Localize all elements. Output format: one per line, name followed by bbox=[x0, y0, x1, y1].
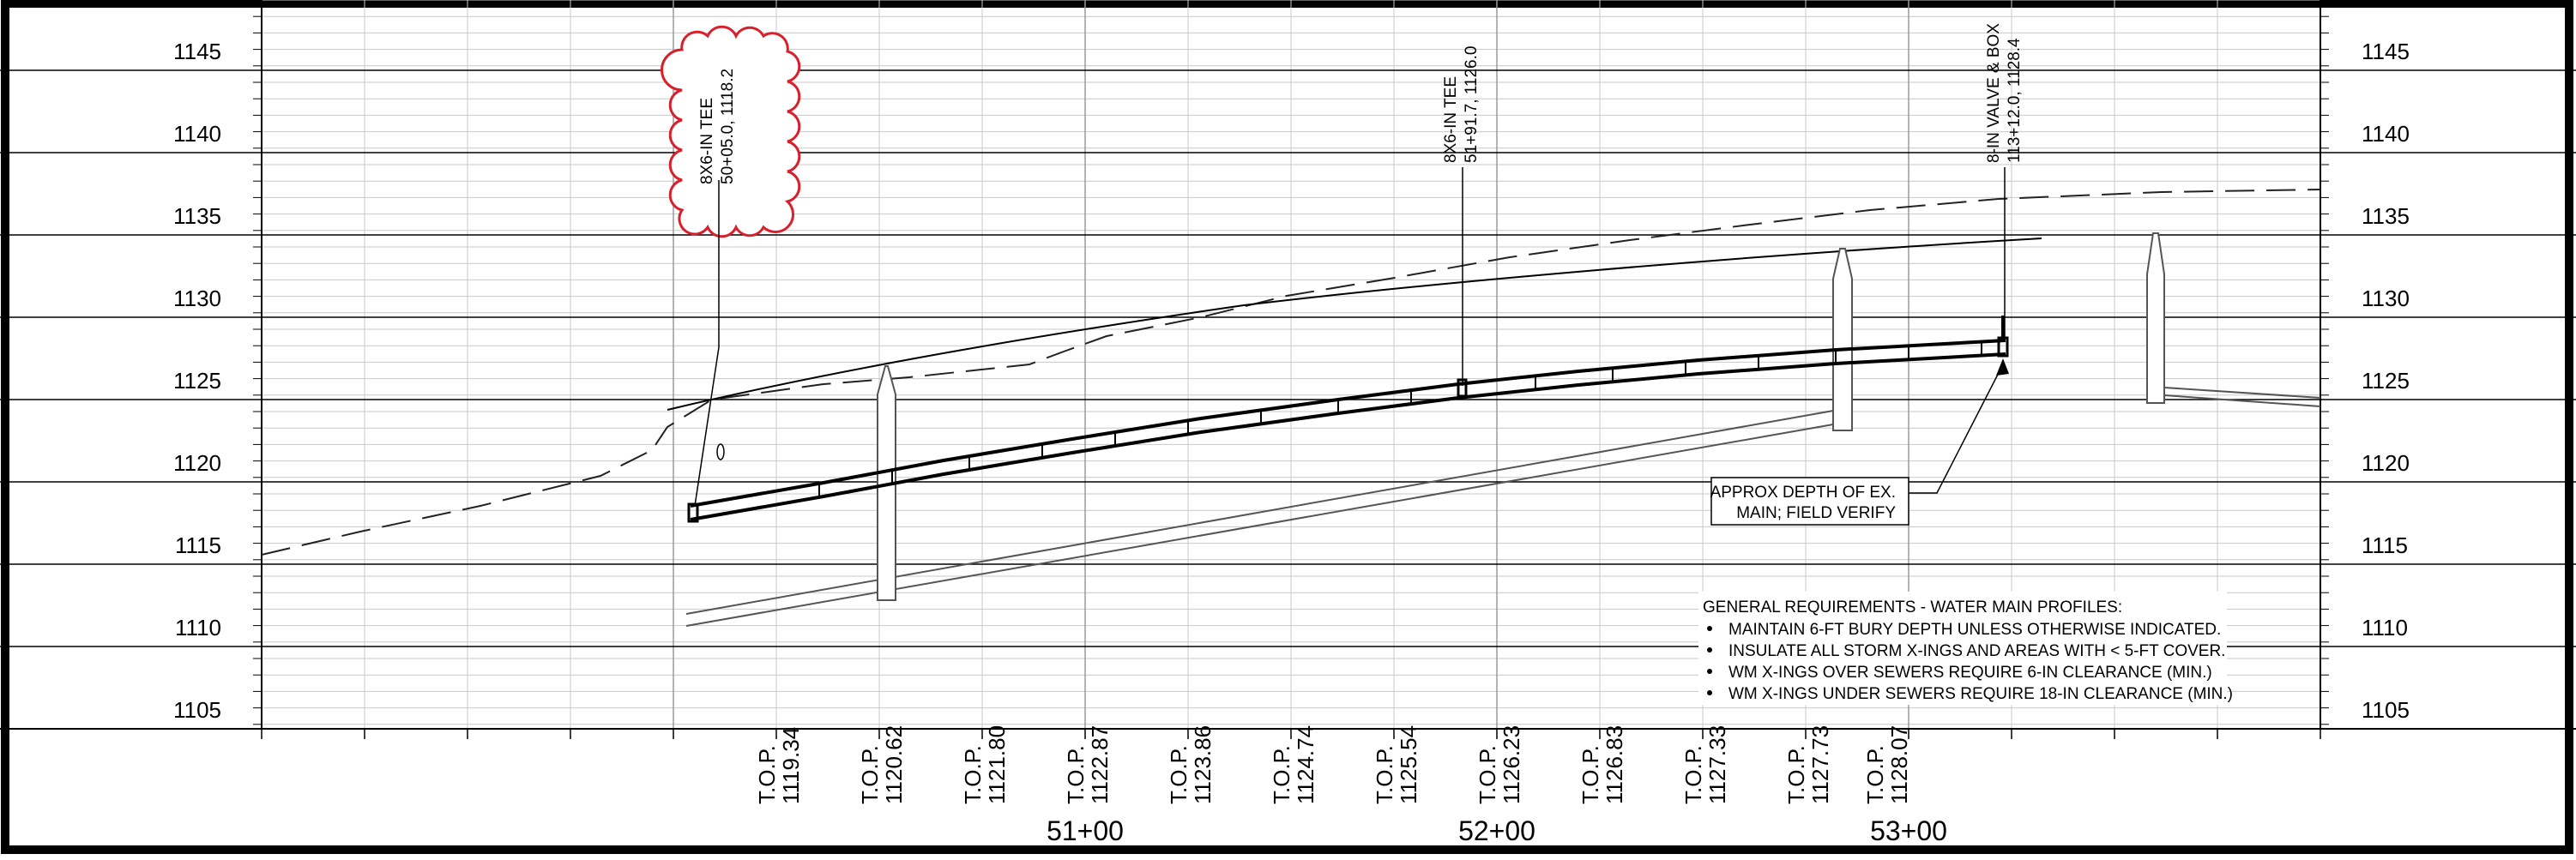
manhole-structure bbox=[2147, 233, 2164, 403]
top-label: T.O.P. bbox=[1269, 745, 1294, 804]
general-requirements-item: INSULATE ALL STORM X-INGS AND AREAS WITH… bbox=[1728, 642, 2225, 660]
elevation-label: 1105 bbox=[173, 697, 221, 723]
elevation-label: 1135 bbox=[173, 203, 221, 229]
elevation-label: 1145 bbox=[173, 39, 221, 64]
manhole-structure bbox=[1833, 249, 1852, 430]
depth-note-line1: APPROX DEPTH OF EX. bbox=[1710, 484, 1896, 502]
elevation-axis-right: 1145 1140 1135 1130 1125 1120 1115 1110 … bbox=[2362, 39, 2410, 723]
callout-valve-line1: 8-IN VALVE & BOX bbox=[1985, 23, 2003, 163]
station-label: 51+00 bbox=[1047, 815, 1124, 846]
general-requirements-title: GENERAL REQUIREMENTS - WATER MAIN PROFIL… bbox=[1703, 598, 2122, 616]
elevation-label: 1115 bbox=[175, 532, 221, 558]
top-value: 1126.23 bbox=[1499, 725, 1524, 804]
top-value: 1120.62 bbox=[881, 725, 907, 804]
top-label: T.O.P. bbox=[857, 745, 883, 804]
general-requirements-item: WM X-INGS OVER SEWERS REQUIRE 6-IN CLEAR… bbox=[1728, 664, 2212, 682]
top-value: 1128.07 bbox=[1886, 725, 1912, 804]
elevation-label: 1105 bbox=[2362, 697, 2410, 723]
bullet-icon bbox=[1707, 690, 1712, 695]
top-value: 1127.33 bbox=[1704, 725, 1730, 804]
station-label: 53+00 bbox=[1870, 815, 1947, 846]
elevation-label: 1115 bbox=[2362, 532, 2408, 558]
top-label: T.O.P. bbox=[1862, 745, 1888, 804]
top-label: T.O.P. bbox=[754, 745, 780, 804]
top-label: T.O.P. bbox=[1680, 745, 1706, 804]
depth-note-line2: MAIN; FIELD VERIFY bbox=[1736, 504, 1896, 522]
elevation-label: 1125 bbox=[173, 368, 221, 394]
callout-tee2-line2: 51+91.7, 1126.0 bbox=[1463, 46, 1481, 163]
top-label: T.O.P. bbox=[1063, 745, 1089, 804]
elevation-label: 1140 bbox=[173, 121, 221, 147]
top-value: 1125.54 bbox=[1396, 725, 1421, 804]
elevation-label: 1130 bbox=[2362, 286, 2410, 311]
general-requirements: GENERAL REQUIREMENTS - WATER MAIN PROFIL… bbox=[1698, 592, 2233, 705]
top-value: 1124.74 bbox=[1293, 725, 1318, 804]
top-label: T.O.P. bbox=[960, 745, 986, 804]
top-label: T.O.P. bbox=[1475, 745, 1500, 804]
elevation-label: 1120 bbox=[2362, 450, 2410, 476]
callout-tee1-line1: 8X6-IN TEE bbox=[698, 98, 716, 184]
general-requirements-item: WM X-INGS UNDER SEWERS REQUIRE 18-IN CLE… bbox=[1728, 685, 2233, 703]
station-label: 52+00 bbox=[1458, 815, 1535, 846]
bullet-icon bbox=[1707, 626, 1712, 631]
top-value: 1122.87 bbox=[1087, 725, 1113, 804]
bullet-icon bbox=[1707, 647, 1712, 653]
top-value: 1119.34 bbox=[778, 727, 804, 804]
elevation-axis-left: 1145 1140 1135 1130 1125 1120 1115 1110 … bbox=[173, 39, 221, 723]
top-value: 1123.86 bbox=[1190, 725, 1216, 804]
bullet-icon bbox=[1707, 669, 1712, 674]
top-value: 1127.73 bbox=[1807, 725, 1833, 804]
elevation-label: 1120 bbox=[173, 450, 221, 476]
elevation-label: 1135 bbox=[2362, 203, 2410, 229]
top-value: 1121.80 bbox=[984, 725, 1010, 804]
top-label: T.O.P. bbox=[1166, 745, 1191, 804]
callout-valve-line2: 113+12.0, 1128.4 bbox=[2006, 38, 2024, 163]
elevation-label: 1140 bbox=[2362, 121, 2410, 147]
elevation-label: 1145 bbox=[2362, 39, 2410, 64]
top-value: 1126.83 bbox=[1602, 725, 1627, 804]
elevation-label: 1110 bbox=[175, 615, 221, 640]
callout-tee1-line2: 50+05.0, 1118.2 bbox=[719, 69, 737, 184]
top-label: T.O.P. bbox=[1783, 745, 1809, 804]
general-requirements-item: MAINTAIN 6-FT BURY DEPTH UNLESS OTHERWIS… bbox=[1728, 621, 2221, 639]
callout-tee2-line1: 8X6-IN TEE bbox=[1442, 76, 1460, 163]
top-label: T.O.P. bbox=[1578, 745, 1603, 804]
elevation-label: 1130 bbox=[173, 286, 221, 311]
elevation-label: 1110 bbox=[2362, 615, 2408, 640]
elevation-label: 1125 bbox=[2362, 368, 2410, 394]
top-label: T.O.P. bbox=[1372, 745, 1397, 804]
